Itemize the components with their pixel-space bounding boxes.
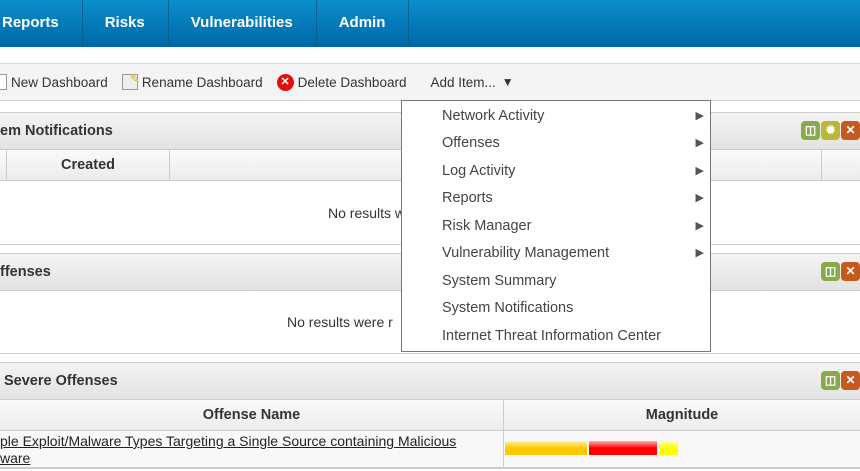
table-row: ple Exploit/Malware Types Targeting a Si… — [0, 431, 860, 469]
new-dashboard-button[interactable]: New Dashboard — [0, 74, 108, 90]
rename-dashboard-label: Rename Dashboard — [141, 74, 263, 90]
empty-message: No results w — [328, 205, 406, 221]
panel-title: Severe Offenses — [4, 373, 118, 389]
table-header: Offense Name Magnitude — [0, 400, 860, 431]
magnitude-severity-bar — [589, 441, 657, 455]
maximize-icon[interactable]: ◫ — [821, 262, 840, 281]
menu-item-offenses[interactable]: Offenses ▶ — [442, 130, 704, 156]
gear-icon[interactable]: ✹ — [821, 121, 840, 140]
menu-item-risk-manager[interactable]: Risk Manager ▶ — [442, 213, 704, 239]
panel-body: No results were r — [0, 291, 860, 354]
tab-risks[interactable]: Risks — [83, 0, 169, 47]
menu-item-network-activity[interactable]: Network Activity ▶ — [442, 103, 704, 129]
panel-header-severe-offenses: Severe Offenses ◫ ✕ — [0, 362, 860, 400]
tab-admin[interactable]: Admin — [317, 0, 410, 47]
column-magnitude[interactable]: Magnitude — [645, 407, 719, 423]
menu-item-internet-threat-information-center[interactable]: Internet Threat Information Center — [442, 328, 661, 344]
close-icon[interactable]: ✕ — [841, 121, 860, 140]
offense-link[interactable]: ple Exploit/Malware Types Targeting a Si… — [0, 433, 457, 466]
dashboard-toolbar: New Dashboard ✎ Rename Dashboard ✕ Delet… — [0, 63, 860, 101]
new-dashboard-label: New Dashboard — [11, 74, 108, 90]
menu-item-reports[interactable]: Reports ▶ — [442, 185, 704, 211]
delete-dashboard-label: Delete Dashboard — [297, 74, 407, 90]
column-created[interactable]: Created — [7, 150, 170, 180]
tab-reports[interactable]: Reports — [0, 0, 83, 47]
submenu-arrow-icon: ▶ — [695, 110, 704, 122]
submenu-arrow-icon: ▶ — [695, 165, 704, 177]
column-offense-name[interactable]: Offense Name — [0, 400, 504, 430]
close-icon[interactable]: ✕ — [841, 262, 860, 281]
menu-item-system-notifications[interactable]: System Notifications — [442, 300, 574, 316]
add-item-menu: Network Activity ▶ Offenses ▶ Log Activity… — [401, 100, 711, 352]
top-nav: Reports Risks Vulnerabilities Admin — [0, 0, 860, 47]
close-icon[interactable]: ✕ — [841, 371, 860, 390]
menu-item-vulnerability-management[interactable]: Vulnerability Management ▶ — [442, 240, 704, 266]
maximize-icon[interactable]: ◫ — [821, 371, 840, 390]
rename-dashboard-button[interactable]: ✎ Rename Dashboard — [121, 73, 263, 90]
delete-icon: ✕ — [276, 73, 294, 91]
panel-title: ffenses — [0, 264, 51, 280]
menu-item-log-activity[interactable]: Log Activity ▶ — [442, 158, 704, 184]
submenu-arrow-icon: ▶ — [695, 247, 704, 259]
tab-vulnerabilities[interactable]: Vulnerabilities — [169, 0, 317, 47]
delete-dashboard-button[interactable]: ✕ Delete Dashboard — [276, 73, 407, 91]
magnitude-relevance-bar — [505, 441, 587, 455]
submenu-arrow-icon: ▶ — [695, 220, 704, 232]
add-item-label: Add Item... — [430, 74, 496, 90]
maximize-icon[interactable]: ◫ — [801, 121, 820, 140]
empty-message: No results were r — [287, 314, 393, 330]
new-document-icon — [0, 74, 7, 90]
magnitude-credibility-bar — [659, 441, 678, 455]
panel-title: em Notifications — [0, 123, 113, 139]
add-item-button[interactable]: Add Item... ▼ — [430, 75, 513, 90]
menu-item-system-summary[interactable]: System Summary — [442, 273, 557, 289]
submenu-arrow-icon: ▶ — [695, 137, 704, 149]
rename-icon: ✎ — [121, 73, 140, 90]
chevron-down-icon: ▼ — [501, 75, 514, 89]
submenu-arrow-icon: ▶ — [695, 192, 704, 204]
